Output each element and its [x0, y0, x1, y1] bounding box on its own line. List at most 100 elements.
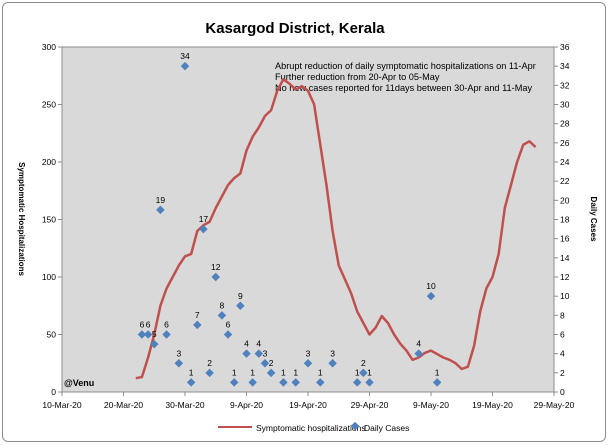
daily-cases-data-label: 3	[330, 348, 335, 358]
left-tick-label: 150	[42, 215, 56, 225]
daily-cases-data-label: 3	[306, 348, 311, 358]
watermark: @Venu	[64, 378, 94, 388]
right-tick-label: 16	[560, 234, 570, 244]
daily-cases-point	[266, 368, 276, 378]
daily-cases-data-label: 1	[367, 367, 372, 377]
daily-cases-data-label: 34	[180, 51, 190, 61]
daily-cases-data-label: 1	[281, 367, 286, 377]
daily-cases-point	[279, 378, 288, 387]
right-tick-label: 0	[560, 387, 565, 397]
daily-cases-point	[426, 291, 436, 301]
right-tick-label: 14	[560, 253, 570, 263]
daily-cases-point	[180, 61, 190, 71]
left-tick-label: 0	[51, 387, 56, 397]
left-tick-label: 50	[47, 330, 57, 340]
daily-cases-data-label: 7	[195, 310, 200, 320]
daily-cases-point	[248, 378, 257, 387]
right-tick-label: 30	[560, 100, 570, 110]
right-tick-label: 22	[560, 176, 570, 186]
right-tick-label: 12	[560, 272, 570, 282]
daily-cases-point	[328, 359, 337, 368]
right-tick-label: 18	[560, 215, 570, 225]
daily-cases-data-label: 6	[226, 320, 231, 330]
daily-cases-data-label: 9	[238, 291, 243, 301]
left-tick-label: 300	[42, 42, 56, 52]
daily-cases-data-label: 6	[146, 320, 151, 330]
daily-cases-point	[236, 301, 245, 310]
plot-background	[61, 46, 555, 393]
x-tick-label: 19-Apr-20	[289, 400, 327, 410]
daily-cases-point	[150, 339, 159, 349]
daily-cases-point	[205, 368, 214, 378]
daily-cases-point	[303, 359, 313, 368]
daily-cases-point	[137, 330, 147, 339]
daily-cases-data-label: 1	[318, 367, 323, 377]
daily-cases-data-label: 12	[211, 262, 221, 272]
daily-cases-data-label: 8	[220, 300, 225, 310]
x-axis: 10-Mar-20 20-Mar-20 30-Mar-20 9-Apr-20 19-Ap…	[42, 392, 575, 410]
annotation-line-1: Abrupt reduction of daily symptomatic ho…	[275, 61, 536, 71]
legend-label-hospitalizations: Symptomatic hospitalizations	[256, 423, 366, 433]
daily-cases-data-label: 2	[269, 358, 274, 368]
right-tick-label: 34	[560, 61, 570, 71]
daily-cases-point	[365, 378, 374, 387]
daily-cases-data-label: 19	[156, 195, 166, 205]
daily-cases-data-label: 5	[152, 329, 157, 339]
right-tick-label: 24	[560, 157, 570, 167]
right-tick-label: 4	[560, 349, 565, 359]
right-tick-label: 36	[560, 42, 570, 52]
chart-title: Kasargod District, Kerala	[205, 20, 385, 37]
daily-cases-data-label: 1	[232, 367, 237, 377]
x-tick-label: 29-May-20	[534, 400, 575, 410]
right-tick-label: 32	[560, 80, 570, 90]
daily-cases-data-label: 1	[355, 367, 360, 377]
daily-cases-data-label: 1	[250, 367, 255, 377]
daily-cases-point	[143, 330, 153, 339]
daily-cases-point	[193, 320, 202, 330]
legend-diamond-swatch	[350, 421, 360, 431]
left-axis: 0 50 100 150 200 250 300	[42, 42, 62, 397]
daily-cases-data-label: 2	[361, 358, 366, 368]
daily-cases-point	[162, 330, 171, 339]
right-tick-label: 28	[560, 119, 570, 129]
daily-cases-point	[174, 359, 184, 368]
left-tick-label: 100	[42, 272, 56, 282]
daily-cases-point	[291, 378, 300, 387]
daily-cases-data-label: 6	[164, 320, 169, 330]
left-tick-label: 200	[42, 157, 56, 167]
right-tick-label: 6	[560, 330, 565, 340]
x-tick-label: 9-Apr-20	[230, 400, 263, 410]
daily-cases-point	[199, 224, 208, 234]
daily-cases-data-label: 4	[244, 339, 249, 349]
x-tick-label: 9-May-20	[413, 400, 449, 410]
daily-cases-point	[229, 378, 239, 387]
daily-cases-point	[186, 378, 196, 387]
x-tick-label: 29-Apr-20	[351, 400, 389, 410]
daily-cases-data-label: 1	[435, 367, 440, 377]
daily-cases-data-label: 10	[426, 281, 436, 291]
daily-cases-data-label: 1	[189, 367, 194, 377]
daily-cases-point	[432, 378, 442, 387]
daily-cases-data-label: 17	[199, 214, 209, 224]
daily-cases-point	[352, 378, 362, 387]
daily-cases-data-label: 6	[140, 320, 145, 330]
annotation-line-2: Further reduction from 20-Apr to 05-May	[275, 72, 440, 82]
daily-cases-data-label: 3	[176, 348, 181, 358]
right-tick-label: 8	[560, 310, 565, 320]
daily-cases-data-label: 1	[293, 367, 298, 377]
daily-cases-data-label: 4	[416, 339, 421, 349]
daily-cases-data-label: 4	[256, 339, 261, 349]
daily-cases-point	[211, 272, 220, 282]
left-tick-label: 250	[42, 100, 56, 110]
ylabel-right: Daily Cases	[589, 197, 598, 242]
right-tick-label: 2	[560, 368, 565, 378]
x-tick-label: 19-May-20	[472, 400, 513, 410]
daily-cases-point	[316, 378, 325, 387]
ylabel-left: Symptomatic Hospitalizations	[17, 162, 26, 276]
daily-cases-point	[217, 311, 227, 320]
legend-label-daily-cases: Daily Cases	[364, 423, 409, 433]
daily-cases-data-label: 3	[263, 348, 268, 358]
daily-cases-point	[156, 205, 165, 215]
